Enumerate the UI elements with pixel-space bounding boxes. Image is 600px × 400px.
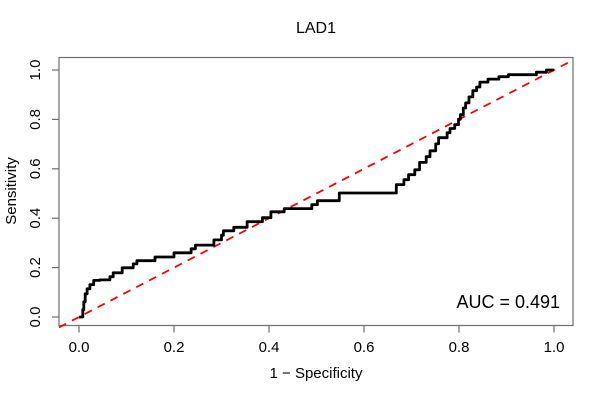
- x-tick-label: 0.6: [354, 339, 375, 356]
- x-axis-label: 1 − Specificity: [270, 365, 363, 382]
- x-tick-label: 0.4: [259, 339, 280, 356]
- chance-reference-line: [58, 59, 574, 329]
- y-tick-label: 0.8: [27, 109, 44, 130]
- y-tick-label: 0.0: [27, 307, 44, 328]
- y-tick-label: 1.0: [27, 60, 44, 81]
- roc-curve: [79, 68, 554, 319]
- y-axis-ticks: 0.0 0.2 0.4 0.6 0.8 1.0: [27, 60, 59, 328]
- y-axis-label: Sensitivity: [3, 157, 20, 225]
- x-tick-label: 0.0: [69, 339, 90, 356]
- chart-title: LAD1: [296, 20, 336, 37]
- x-tick-label: 1.0: [544, 339, 565, 356]
- auc-annotation: AUC = 0.491: [456, 292, 560, 312]
- x-tick-label: 0.2: [164, 339, 185, 356]
- plot-box: [58, 56, 574, 327]
- x-axis-ticks: 0.0 0.2 0.4 0.6 0.8 1.0: [69, 325, 565, 356]
- y-tick-label: 0.2: [27, 257, 44, 278]
- y-tick-label: 0.6: [27, 158, 44, 179]
- y-tick-label: 0.4: [27, 208, 44, 229]
- x-tick-label: 0.8: [449, 339, 470, 356]
